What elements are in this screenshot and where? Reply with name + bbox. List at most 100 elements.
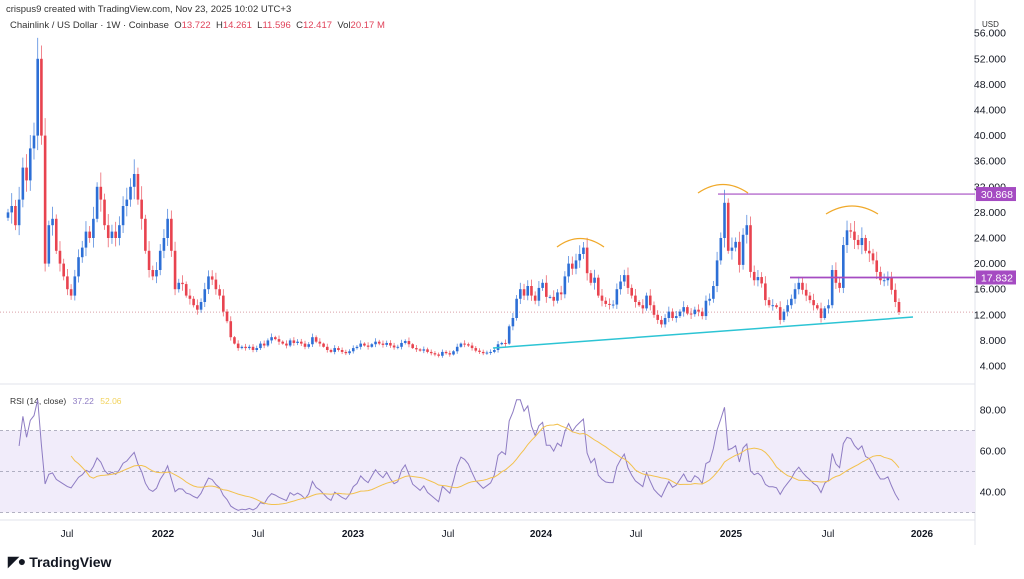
rsi-tick-label: 80.00 <box>980 405 1006 417</box>
candle-bearish <box>448 353 452 355</box>
candle-bearish <box>467 344 470 346</box>
candle-bearish <box>630 287 633 296</box>
candle-bearish <box>58 250 62 264</box>
rsi-tick-label: 60.00 <box>980 446 1006 458</box>
candle-bearish <box>641 305 645 309</box>
candle-bullish <box>422 349 426 351</box>
candle-bullish <box>786 305 789 312</box>
candle-bullish <box>500 342 504 345</box>
candle-bearish <box>463 343 466 345</box>
low-value: 11.596 <box>262 20 291 31</box>
candle-bearish <box>444 351 448 354</box>
candle-bullish <box>47 225 51 264</box>
time-tick-label: 2022 <box>152 529 175 540</box>
candle-bearish <box>236 343 240 349</box>
candle-bearish <box>244 346 247 349</box>
candle-bearish <box>299 341 303 344</box>
candle-bearish <box>656 314 659 320</box>
candle-bearish <box>738 241 741 265</box>
candle-bearish <box>804 289 808 296</box>
candle-bullish <box>311 337 314 345</box>
candle-bearish <box>893 289 897 302</box>
candle-bearish <box>40 58 43 136</box>
candle-bullish <box>582 247 585 254</box>
candle-bullish <box>493 350 496 352</box>
candle-bullish <box>730 247 734 251</box>
candle-bullish <box>400 342 403 347</box>
candle-bearish <box>392 345 396 348</box>
candle-bullish <box>177 282 181 290</box>
time-tick-label: Jul <box>442 529 455 540</box>
candle-bearish <box>277 339 281 342</box>
time-tick-label: 2026 <box>911 529 934 540</box>
candle-bearish <box>648 295 652 306</box>
candle-bullish <box>455 346 459 352</box>
candle-bearish <box>890 277 893 290</box>
candle-bullish <box>537 287 541 301</box>
candle-bearish <box>214 279 218 290</box>
vol-value: 20.17 M <box>350 20 385 31</box>
rsi-tick-label: 40.00 <box>980 487 1006 499</box>
candle-bullish <box>17 199 21 226</box>
candle-bullish <box>403 341 407 343</box>
candle-bearish <box>700 311 704 317</box>
candle-bearish <box>173 250 177 290</box>
candle-bullish <box>396 346 400 348</box>
candle-bullish <box>667 311 671 318</box>
candle-bearish <box>585 247 589 274</box>
candle-bullish <box>845 230 849 246</box>
candle-bullish <box>645 295 648 309</box>
candle-bullish <box>578 254 582 261</box>
candle-bullish <box>556 292 559 301</box>
candle-bullish <box>118 225 121 238</box>
candle-bearish <box>337 348 340 350</box>
candle-bearish <box>689 313 693 315</box>
tradingview-logo-icon: ◤● <box>8 553 26 569</box>
candle-bearish <box>760 277 763 284</box>
symbol-legend: Chainlink / US Dollar · 1W · Coinbase O1… <box>10 20 385 31</box>
price-tick-label: 12.000 <box>974 309 1006 321</box>
candle-bullish <box>782 311 786 320</box>
candle-bullish <box>441 351 444 356</box>
candle-bullish <box>307 344 311 347</box>
candle-bearish <box>147 250 151 270</box>
candle-bullish <box>207 276 210 290</box>
candle-bearish <box>589 273 593 283</box>
candle-bearish <box>381 343 385 345</box>
candle-bearish <box>303 343 307 347</box>
candle-bullish <box>459 343 463 347</box>
candle-bullish <box>704 300 708 317</box>
candle-bearish <box>530 286 533 296</box>
level-price-badge <box>976 270 1016 285</box>
candle-bullish <box>882 280 886 282</box>
candle-bullish <box>674 316 678 318</box>
candle-bullish <box>741 234 745 265</box>
price-tick-label: 48.000 <box>974 79 1006 91</box>
candle-bearish <box>43 135 47 264</box>
open-label: O <box>174 20 182 31</box>
candle-bearish <box>864 238 867 251</box>
candle-bullish <box>611 304 615 306</box>
candle-bullish <box>452 351 455 355</box>
open-value: 13.722 <box>181 20 211 31</box>
candle-bearish <box>218 289 221 296</box>
tradingview-logo[interactable]: ◤● TradingView <box>8 553 111 570</box>
candle-bearish <box>192 298 195 306</box>
candle-bearish <box>340 350 344 352</box>
candle-bearish <box>325 346 329 350</box>
peak-arc <box>556 237 605 248</box>
attribution: crispus9 created with TradingView.com, N… <box>6 4 292 15</box>
candle-bearish <box>652 305 656 315</box>
candle-bullish <box>385 342 388 345</box>
candle-bearish <box>834 270 838 283</box>
candle-bearish <box>69 289 73 296</box>
close-value: 12.417 <box>302 20 333 31</box>
candles <box>6 37 901 358</box>
candle-bullish <box>663 318 667 325</box>
low-label: L <box>257 20 263 31</box>
candle-bullish <box>719 238 723 261</box>
candle-bullish <box>36 58 39 136</box>
candle-bullish <box>693 309 697 315</box>
candle-bullish <box>678 311 682 317</box>
